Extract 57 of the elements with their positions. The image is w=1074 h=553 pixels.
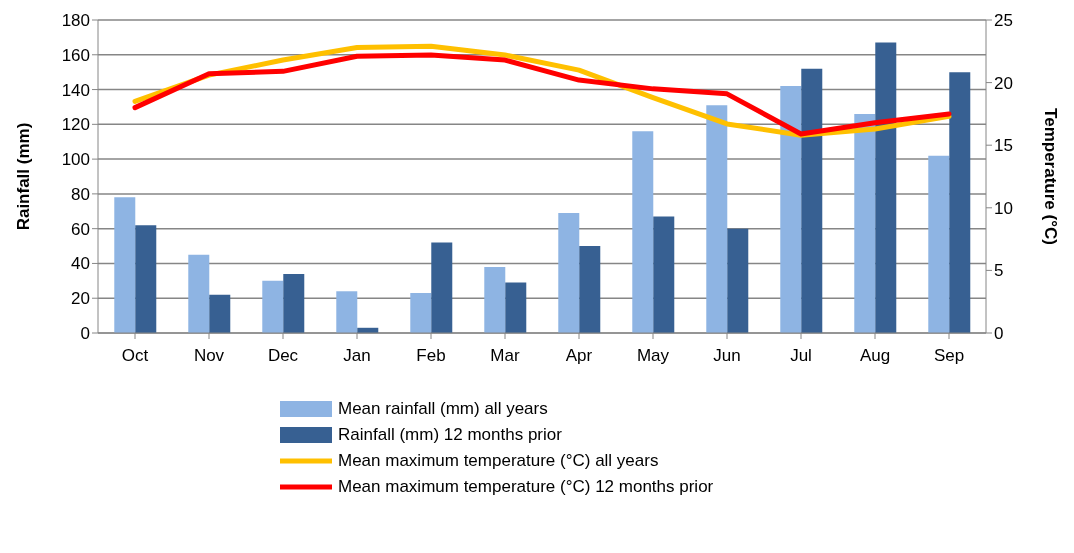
y2-tick-label: 20: [994, 73, 1013, 93]
y2-tick-label: 5: [994, 261, 1004, 281]
x-tick-label: Jun: [713, 346, 741, 366]
bar: [875, 42, 897, 333]
y-tick-label: 120: [61, 115, 90, 135]
y-tick-label: 0: [80, 324, 90, 344]
y-axis-title: Rainfall (mm): [14, 122, 34, 231]
bar: [706, 105, 728, 333]
y-tick-label: 100: [61, 150, 90, 170]
bar: [632, 131, 654, 333]
y2-tick-label: 10: [994, 198, 1013, 218]
y2-axis-title: Temperature (°C): [1040, 108, 1060, 245]
bar: [780, 86, 802, 333]
bar: [928, 155, 950, 333]
y-tick-label: 40: [71, 254, 90, 274]
bar: [579, 246, 601, 333]
x-tick-label: Oct: [121, 346, 149, 366]
bar: [484, 266, 506, 333]
bar: [336, 291, 358, 333]
bar: [949, 72, 971, 333]
y-tick-label: 160: [61, 45, 90, 65]
y-tick-label: 20: [71, 289, 90, 309]
bar: [558, 213, 580, 333]
legend-label: Mean rainfall (mm) all years: [338, 399, 548, 419]
bar: [188, 254, 210, 333]
bar: [262, 280, 284, 333]
y-tick-label: 80: [71, 184, 90, 204]
bar: [801, 68, 823, 333]
bar: [114, 197, 136, 333]
x-tick-label: Sep: [933, 346, 965, 366]
bar: [209, 294, 231, 333]
x-tick-label: May: [636, 346, 670, 366]
y-tick-label: 140: [61, 80, 90, 100]
bar: [854, 113, 876, 333]
y2-tick-label: 0: [994, 324, 1004, 344]
x-tick-label: Mar: [490, 346, 520, 366]
legend-label: Mean maximum temperature (°C) all years: [338, 451, 659, 471]
x-tick-label: Apr: [565, 346, 593, 366]
y-tick-label: 180: [61, 11, 90, 31]
x-tick-label: Jan: [343, 346, 371, 366]
bar: [505, 282, 527, 333]
bar: [283, 273, 305, 333]
x-tick-label: Dec: [267, 346, 299, 366]
y2-tick-label: 25: [994, 11, 1013, 31]
bar: [653, 216, 675, 333]
y2-tick-label: 15: [994, 136, 1013, 156]
y-tick-label: 60: [71, 219, 90, 239]
x-tick-label: Nov: [193, 346, 225, 366]
bar: [727, 228, 749, 333]
bar: [135, 225, 157, 333]
legend-label: Rainfall (mm) 12 months prior: [338, 425, 562, 445]
x-tick-label: Feb: [416, 346, 446, 366]
bar: [431, 242, 453, 333]
x-tick-label: Aug: [859, 346, 891, 366]
x-tick-label: Jul: [790, 346, 812, 366]
legend-label: Mean maximum temperature (°C) 12 months prior: [338, 477, 714, 497]
bar: [410, 293, 432, 333]
